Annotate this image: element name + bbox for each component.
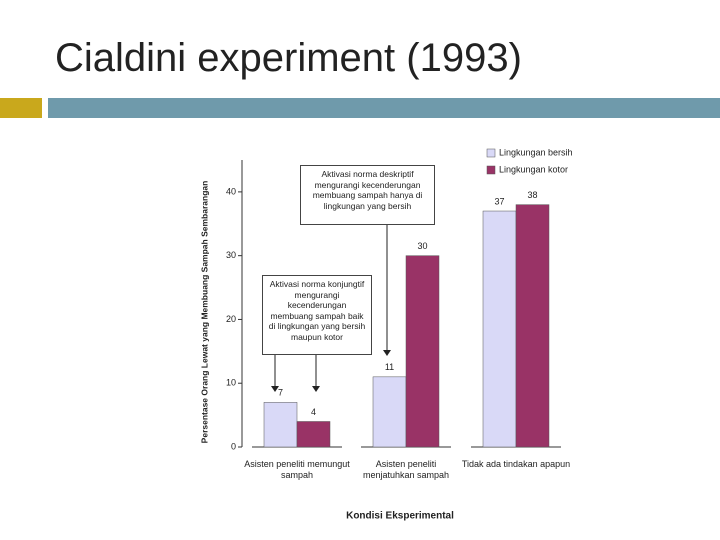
arrowhead	[383, 350, 391, 356]
legend-swatch	[486, 148, 496, 158]
legend-label: Lingkungan kotor	[499, 164, 568, 174]
value-label: 7	[278, 388, 283, 398]
arrowhead	[312, 386, 320, 392]
y-tick-label: 0	[231, 441, 236, 451]
value-label: 30	[417, 241, 427, 251]
x-tick-label: Asisten peneliti menjatuhkan sampah	[362, 459, 450, 480]
y-tick-label: 30	[226, 250, 236, 260]
slide-title: Cialdini experiment (1993)	[55, 36, 522, 80]
bar	[263, 402, 298, 448]
accent-bar	[48, 98, 720, 118]
accent-square	[0, 98, 42, 118]
legend-swatch	[486, 165, 496, 175]
value-label: 38	[527, 190, 537, 200]
y-tick-label: 40	[226, 186, 236, 196]
value-label: 4	[311, 407, 316, 417]
x-tick-label: Tidak ada tindakan apapun	[461, 459, 571, 469]
value-label: 37	[494, 196, 504, 206]
bar	[482, 210, 517, 448]
bar	[372, 376, 407, 448]
bar	[515, 204, 550, 448]
annotation: Aktivasi norma deskriptif mengurangi kec…	[300, 165, 435, 225]
bar	[405, 255, 440, 448]
x-axis-label: Kondisi Eksperimental	[346, 511, 454, 522]
annotation: Aktivasi norma konjungtif mengurangi kec…	[262, 275, 372, 355]
x-tick-label: Asisten peneliti memungut sampah	[244, 459, 350, 480]
y-axis-label: Persentase Orang Lewat yang Membuang Sam…	[199, 181, 209, 444]
y-tick-label: 20	[226, 314, 236, 324]
bar	[296, 421, 331, 448]
y-tick-label: 10	[226, 378, 236, 388]
legend-label: Lingkungan bersih	[499, 147, 573, 157]
arrowhead	[271, 386, 279, 392]
value-label: 11	[385, 362, 394, 372]
